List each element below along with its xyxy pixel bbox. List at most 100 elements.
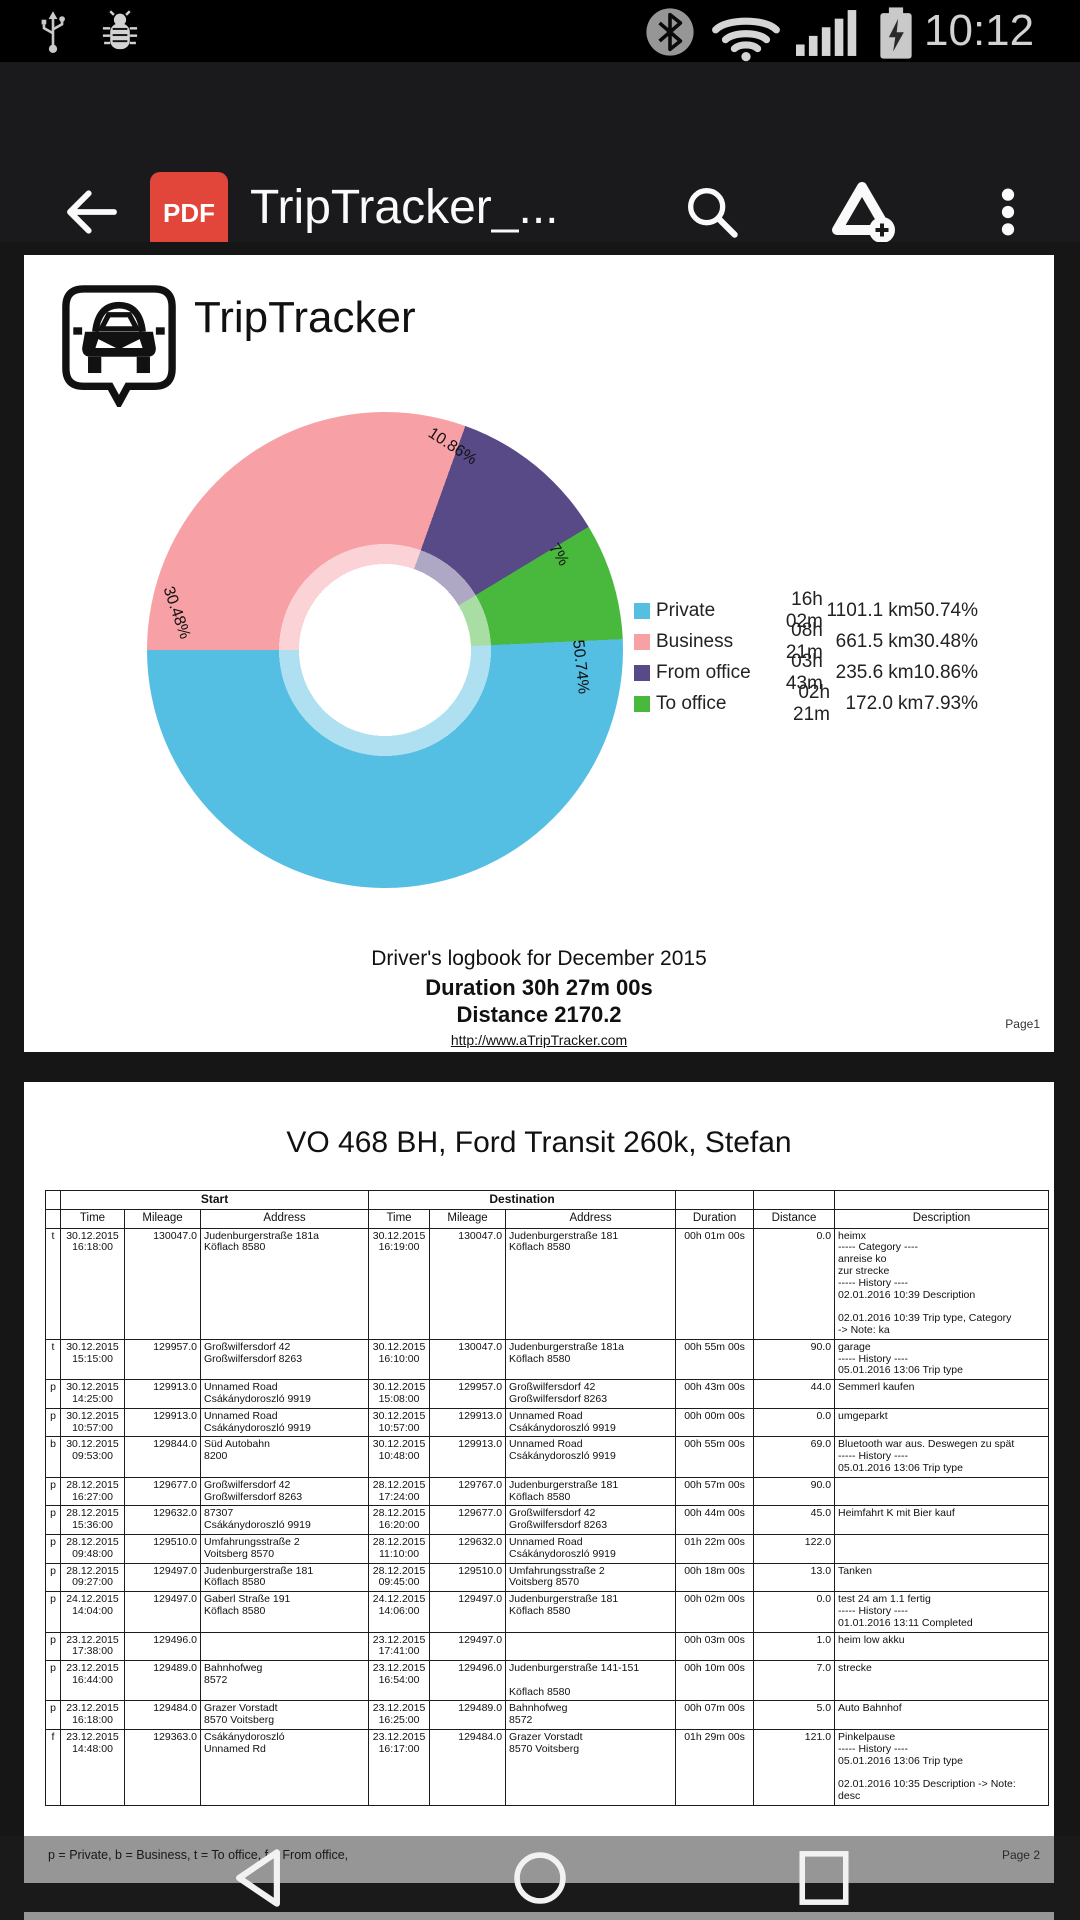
trip-cell: Judenburgerstraße 181a Köflach 8580 [505, 1338, 677, 1381]
trip-cell: 7.0 [753, 1660, 836, 1702]
trip-cell: 0.0 [753, 1591, 836, 1633]
trip-cell: 23.12.2015 16:25:00 [368, 1700, 431, 1731]
legend-label: To office [656, 692, 727, 714]
trip-cell: Großwilfersdorf 42 Großwilfersdorf 8263 [505, 1505, 677, 1535]
trip-cell: 129913.0 [429, 1436, 507, 1478]
status-clock: 10:12 [924, 6, 1035, 55]
trip-cell: 129844.0 [124, 1436, 201, 1478]
trip-cell: p [45, 1562, 61, 1593]
legend-duration: 02h 21m [793, 681, 831, 725]
trip-cell: 129497.0 [429, 1591, 507, 1633]
trip-cell: 28.12.2015 15:36:00 [60, 1505, 125, 1535]
trip-log-table: Start Destination Time Mileage Address Time Mi… [45, 1190, 1050, 1806]
trip-cell: 28.12.2015 11:10:00 [368, 1533, 431, 1564]
trip-cell: 00h 18m 00s [675, 1562, 755, 1593]
nav-home-icon[interactable] [511, 1849, 569, 1907]
trip-cell: Grazer Vorstadt 8570 Voitsberg [199, 1700, 370, 1731]
trip-cell: Heimfahrt K mit Bier kauf [834, 1505, 1050, 1535]
triptracker-link[interactable]: http://www.aTripTracker.com [450, 1032, 628, 1048]
trip-cell: 00h 44m 00s [675, 1505, 755, 1535]
trip-cell: p [45, 1379, 61, 1409]
nav-recents-icon[interactable] [797, 1849, 851, 1907]
trip-cell: 28.12.2015 09:27:00 [60, 1562, 125, 1593]
android-nav-bar [0, 1836, 1080, 1920]
legend-distance: 1101.1 [826, 599, 884, 621]
overflow-menu-icon[interactable] [992, 180, 1024, 244]
trip-cell: 1.0 [753, 1631, 836, 1662]
trip-cell: 129496.0 [429, 1660, 507, 1702]
back-arrow-icon[interactable] [58, 180, 122, 244]
pdf-viewer[interactable]: TripTracker 10.86% 7% 50.74% 30.48% Private… [0, 242, 1080, 1920]
nav-back-icon[interactable] [231, 1847, 285, 1909]
legend-distance: 172.0 [845, 692, 893, 714]
logo-wordmark: TripTracker [194, 293, 416, 342]
pdf-page-2: VO 468 BH, Ford Transit 260k, Stefan Sta… [24, 1082, 1054, 1883]
legend-unit: km [888, 599, 914, 621]
trip-cell: 122.0 [753, 1533, 836, 1564]
column-header: Mileage [124, 1208, 201, 1229]
trip-cell: 44.0 [753, 1379, 836, 1409]
trip-cell: p [45, 1476, 61, 1507]
trip-row: t 30.12.2015 16:18:00 130047.0 Judenburgers… [45, 1227, 1050, 1340]
trip-cell: umgeparkt [834, 1407, 1050, 1438]
legend-row-from-office: From office 03h 43m 235.6 km 10.86% [634, 651, 978, 694]
trip-cell: 129913.0 [429, 1407, 507, 1438]
trip-cell: 00h 55m 00s [675, 1338, 755, 1381]
bluetooth-icon [646, 8, 694, 56]
pdf-page-1: TripTracker 10.86% 7% 50.74% 30.48% Private… [24, 255, 1054, 1052]
triptracker-car-logo [62, 285, 176, 407]
trip-cell: garage ----- History ---- 05.01.2016 13:… [834, 1338, 1050, 1381]
trip-row: p 30.12.2015 10:57:00 129913.0 Unnamed Road… [45, 1407, 1050, 1438]
trip-cell: test 24 am 1.1 fertig ----- History ----… [834, 1591, 1050, 1633]
column-header: Address [199, 1208, 370, 1229]
pdf-badge-label: PDF [163, 197, 215, 228]
trip-cell: 01h 22m 00s [675, 1533, 755, 1564]
trip-cell: 87307 Csákánydoroszló 9919 [199, 1505, 370, 1535]
trip-cell: 00h 02m 00s [675, 1591, 755, 1633]
trip-cell: 30.12.2015 10:57:00 [60, 1407, 125, 1438]
trip-cell: 129489.0 [429, 1700, 507, 1731]
legend-label: Business [656, 630, 734, 652]
legend-label: From office [656, 661, 751, 683]
trip-cell: Gaberl Straße 191 Köflach 8580 [199, 1591, 370, 1633]
trip-row: p 28.12.2015 09:48:00 129510.0 Umfahrungsst… [45, 1533, 1050, 1564]
trip-cell: Unnamed Road Csákánydoroszló 9919 [199, 1407, 370, 1438]
trip-cell: 90.0 [753, 1338, 836, 1381]
trip-cell: 130047.0 [124, 1227, 201, 1340]
logbook-title: Driver's logbook for December 2015 [371, 947, 707, 970]
search-icon[interactable] [680, 180, 744, 244]
legend-row-to-office: To office 02h 21m 172.0 km 7.93% [634, 682, 978, 725]
trip-cell: 129510.0 [429, 1562, 507, 1593]
legend-swatch [634, 695, 650, 712]
trip-cell: 129632.0 [429, 1533, 507, 1564]
legend-duration: 03h 43m [785, 650, 823, 694]
trip-row: p 28.12.2015 15:36:00 129632.0 87307 Csákán… [45, 1505, 1050, 1535]
trip-cell: Großwilfersdorf 42 Großwilfersdorf 8263 [199, 1476, 370, 1507]
legend-row-private: Private 16h 02m 1101.1 km 50.74% [634, 589, 978, 632]
trip-cell: 24.12.2015 14:06:00 [368, 1591, 431, 1633]
trip-cell: 69.0 [753, 1436, 836, 1478]
trip-row: p 30.12.2015 14:25:00 129913.0 Unnamed Road… [45, 1379, 1050, 1409]
app-toolbar: PDF TripTracker_... [0, 62, 1080, 254]
trip-row: p 28.12.2015 16:27:00 129677.0 Großwilfersd… [45, 1476, 1050, 1507]
trip-cell: 0.0 [753, 1407, 836, 1438]
trip-cell: 30.12.2015 09:53:00 [60, 1436, 125, 1478]
column-header: Address [505, 1208, 677, 1229]
trip-cell: t [45, 1338, 61, 1381]
trip-cell: 129767.0 [429, 1476, 507, 1507]
pdf-file-icon: PDF [150, 172, 228, 254]
legend-percent: 7.93% [924, 692, 978, 714]
trip-cell: strecke [834, 1660, 1050, 1702]
trip-cell: b [45, 1436, 61, 1478]
trip-cell: Umfahrungsstraße 2 Voitsberg 8570 [505, 1562, 677, 1593]
trip-cell: 129913.0 [124, 1407, 201, 1438]
trip-cell: 129497.0 [124, 1591, 201, 1633]
legend-swatch [634, 633, 650, 650]
trip-cell: 28.12.2015 09:48:00 [60, 1533, 125, 1564]
drive-add-icon[interactable] [828, 178, 896, 246]
trip-cell: 01h 29m 00s [675, 1729, 755, 1806]
trip-cell: 23.12.2015 14:48:00 [60, 1729, 125, 1806]
battery-charging-icon [880, 7, 912, 59]
trip-row: p 24.12.2015 14:04:00 129497.0 Gaberl Straß… [45, 1591, 1050, 1633]
trip-cell: Tanken [834, 1562, 1050, 1593]
